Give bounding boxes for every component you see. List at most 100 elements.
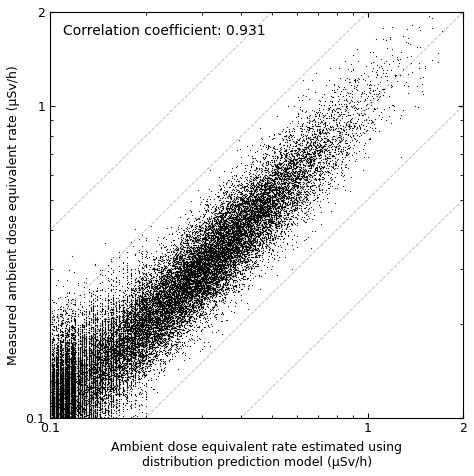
Point	[53, 419, 61, 426]
Point	[85, 363, 92, 370]
Point	[61, 418, 68, 426]
Point	[261, 179, 269, 187]
Point	[109, 357, 117, 365]
Point	[53, 392, 61, 400]
Point	[68, 396, 76, 404]
Point	[81, 400, 88, 407]
Point	[129, 348, 137, 356]
Point	[62, 397, 70, 405]
Point	[135, 339, 142, 347]
Point	[64, 396, 72, 404]
Point	[74, 380, 82, 388]
Point	[157, 325, 165, 333]
Point	[82, 415, 90, 423]
Point	[128, 349, 136, 357]
Point	[196, 258, 204, 266]
Point	[197, 269, 204, 277]
Point	[52, 410, 59, 417]
Point	[152, 274, 159, 282]
Point	[389, 101, 396, 109]
Point	[243, 255, 251, 262]
Point	[46, 380, 54, 387]
Point	[179, 286, 186, 293]
Point	[82, 355, 90, 363]
Point	[331, 199, 339, 207]
Point	[319, 126, 326, 134]
Point	[64, 388, 72, 396]
Point	[235, 219, 242, 227]
Point	[85, 353, 92, 361]
Point	[81, 367, 88, 375]
Point	[212, 254, 219, 262]
Point	[91, 403, 99, 410]
Point	[281, 217, 289, 225]
Point	[146, 330, 154, 338]
Point	[148, 299, 155, 307]
Point	[151, 331, 158, 339]
Point	[148, 362, 155, 370]
Point	[66, 378, 73, 386]
Point	[246, 214, 253, 221]
Point	[113, 341, 121, 349]
Point	[98, 369, 106, 377]
Point	[55, 386, 62, 394]
Point	[250, 212, 257, 220]
Point	[235, 245, 243, 253]
Point	[204, 217, 212, 225]
Point	[188, 268, 195, 275]
Point	[234, 212, 241, 220]
Point	[112, 350, 119, 357]
Point	[112, 363, 119, 370]
Point	[264, 195, 271, 202]
Point	[259, 238, 266, 246]
Point	[169, 265, 177, 273]
Point	[52, 398, 59, 406]
Point	[99, 375, 106, 383]
Point	[226, 251, 234, 259]
Point	[109, 310, 117, 318]
Point	[64, 381, 71, 388]
Point	[85, 357, 92, 364]
Point	[82, 330, 90, 338]
Point	[126, 320, 133, 327]
Point	[74, 331, 82, 338]
Point	[347, 116, 355, 123]
Point	[76, 373, 84, 380]
Point	[192, 281, 200, 288]
Point	[191, 257, 199, 264]
Point	[287, 172, 294, 179]
Point	[331, 161, 339, 169]
Point	[101, 364, 109, 372]
Point	[297, 114, 304, 122]
Point	[213, 310, 221, 318]
Point	[52, 409, 59, 416]
Point	[221, 249, 229, 257]
Point	[208, 219, 216, 227]
Point	[183, 277, 191, 284]
Point	[192, 278, 200, 286]
Point	[210, 238, 218, 245]
Point	[310, 179, 318, 187]
Point	[177, 260, 185, 268]
Point	[281, 198, 288, 206]
Point	[157, 288, 165, 296]
Point	[221, 267, 228, 274]
Point	[163, 309, 170, 317]
Point	[138, 408, 146, 416]
Point	[48, 404, 55, 411]
Point	[71, 402, 78, 410]
Point	[154, 296, 162, 303]
Point	[56, 303, 64, 310]
Point	[272, 193, 279, 201]
Point	[201, 278, 209, 286]
Point	[177, 287, 184, 294]
Point	[72, 394, 79, 401]
Point	[91, 357, 99, 364]
Point	[48, 381, 55, 388]
Point	[213, 240, 220, 248]
Point	[303, 210, 311, 218]
Point	[209, 254, 216, 261]
Point	[53, 402, 61, 409]
Point	[69, 352, 77, 359]
Point	[146, 295, 153, 303]
